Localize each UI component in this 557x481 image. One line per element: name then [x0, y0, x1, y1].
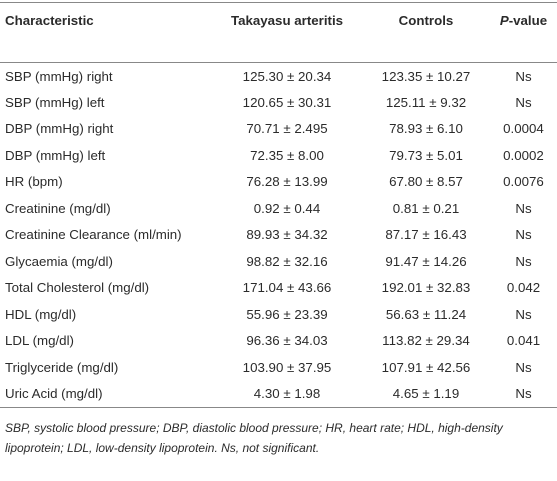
table-cell: LDL (mg/dl): [5, 333, 74, 349]
table-cell: Triglyceride (mg/dl): [5, 359, 119, 375]
table-cell: 96.36 ± 34.03: [246, 333, 328, 349]
table-cell: Creatinine (mg/dl): [5, 200, 111, 216]
table-cell: DBP (mmHg) left: [5, 147, 106, 163]
table-cell: Ns: [515, 68, 532, 84]
table-cell: HDL (mg/dl): [5, 306, 77, 322]
table-row: Uric Acid (mg/dl) 4.30 ± 1.98 4.65 ± 1.19 N…: [0, 380, 557, 408]
header-cell: Takayasu arteritis: [212, 2, 362, 63]
header-row: Characteristic Takayasu arteritis Controls…: [0, 2, 557, 63]
table-row: HDL (mg/dl) 55.96 ± 23.39 56.63 ± 11.24 Ns: [0, 301, 557, 328]
table-cell: 113.82 ± 29.34: [382, 333, 470, 349]
table-cell: 91.47 ± 14.26: [385, 253, 467, 269]
table-cell: 79.73 ± 5.01: [389, 147, 463, 163]
header-italic: P: [499, 13, 509, 28]
table-row: SBP (mmHg) right 125.30 ± 20.34 123.35 ± 1…: [0, 63, 557, 90]
table-cell: 4.30 ± 1.98: [212, 380, 362, 408]
table-cell: Creatinine Clearance (ml/min): [5, 227, 182, 243]
header-cell: P-value: [490, 2, 557, 63]
table-cell: Ns: [490, 380, 557, 408]
table-cell: 125.11 ± 9.32: [385, 94, 467, 110]
table-cell: 70.71 ± 2.495: [246, 121, 328, 137]
table-cell: SBP (mmHg) left: [5, 94, 105, 110]
table-cell: Ns: [515, 200, 532, 216]
table-cell: 103.90 ± 37.95: [242, 359, 332, 375]
table-cell: 171.04 ± 43.66: [242, 280, 332, 296]
table-cell: 78.93 ± 6.10: [389, 121, 463, 137]
table-cell: Ns: [515, 94, 532, 110]
table-row: Total Cholesterol (mg/dl) 171.04 ± 43.66 1…: [0, 275, 557, 302]
table-cell: 87.17 ± 16.43: [385, 227, 467, 243]
table-cell: Ns: [515, 253, 532, 269]
table-cell: Uric Acid (mg/dl): [0, 380, 212, 408]
table-row: Creatinine (mg/dl) 0.92 ± 0.44 0.81 ± 0.21…: [0, 195, 557, 222]
table-row: SBP (mmHg) left 120.65 ± 30.31 125.11 ± 9.…: [0, 89, 557, 116]
table-row: DBP (mmHg) left 72.35 ± 8.00 79.73 ± 5.01 0…: [0, 142, 557, 169]
table-cell: 0.92 ± 0.44: [253, 200, 321, 216]
table-cell: 56.63 ± 11.24: [385, 306, 467, 322]
table-cell: 76.28 ± 13.99: [246, 174, 328, 190]
table-cell: 0.042: [506, 280, 541, 296]
table-cell: 98.82 ± 32.16: [246, 253, 328, 269]
table-cell: Total Cholesterol (mg/dl): [5, 280, 150, 296]
header-cell: Characteristic: [0, 2, 212, 63]
header-cell: Controls: [362, 2, 490, 63]
table-cell: 107.91 ± 42.56: [381, 359, 471, 375]
table-cell: SBP (mmHg) right: [5, 68, 113, 84]
header-text: -value: [508, 13, 548, 28]
table-cell: Ns: [515, 359, 532, 375]
table-row: Triglyceride (mg/dl) 103.90 ± 37.95 107.91…: [0, 354, 557, 381]
table-cell: 4.65 ± 1.19: [362, 380, 490, 408]
table-cell: 0.0002: [503, 147, 544, 163]
table-row: DBP (mmHg) right 70.71 ± 2.495 78.93 ± 6.1…: [0, 116, 557, 143]
table-cell: 0.0004: [503, 121, 544, 137]
table-cell: Glycaemia (mg/dl): [5, 253, 113, 269]
table-row: LDL (mg/dl) 96.36 ± 34.03 113.82 ± 29.34 0.…: [0, 328, 557, 355]
table-cell: 72.35 ± 8.00: [250, 147, 324, 163]
table-cell: 89.93 ± 34.32: [246, 227, 328, 243]
table-cell: 192.01 ± 32.83: [381, 280, 471, 296]
table-cell: Ns: [515, 227, 532, 243]
table-cell: 120.65 ± 30.31: [242, 94, 332, 110]
table-cell: 0.0076: [503, 174, 544, 190]
table-header: Characteristic Takayasu arteritis Controls…: [0, 2, 557, 63]
table-body: SBP (mmHg) right 125.30 ± 20.34 123.35 ± 1…: [0, 63, 557, 408]
table-cell: Ns: [515, 306, 532, 322]
table-cell: 123.35 ± 10.27: [381, 68, 471, 84]
table-row: Glycaemia (mg/dl) 98.82 ± 32.16 91.47 ± 14…: [0, 248, 557, 275]
table-cell: HR (bpm): [5, 174, 63, 190]
table-cell: 0.041: [506, 333, 541, 349]
footnote: SBP, systolic blood pressure; DBP, diast…: [5, 420, 503, 455]
table-cell: 67.80 ± 8.57: [389, 174, 463, 190]
table-row: HR (bpm) 76.28 ± 13.99 67.80 ± 8.57 0.0076: [0, 169, 557, 196]
table-cell: 125.30 ± 20.34: [242, 68, 332, 84]
data-table: Characteristic Takayasu arteritis Controls…: [0, 2, 557, 408]
table-cell: 55.96 ± 23.39: [246, 306, 328, 322]
table-cell: 0.81 ± 0.21: [392, 200, 460, 216]
table-cell: DBP (mmHg) right: [5, 121, 114, 137]
table-row: Creatinine Clearance (ml/min) 89.93 ± 34.…: [0, 222, 557, 249]
